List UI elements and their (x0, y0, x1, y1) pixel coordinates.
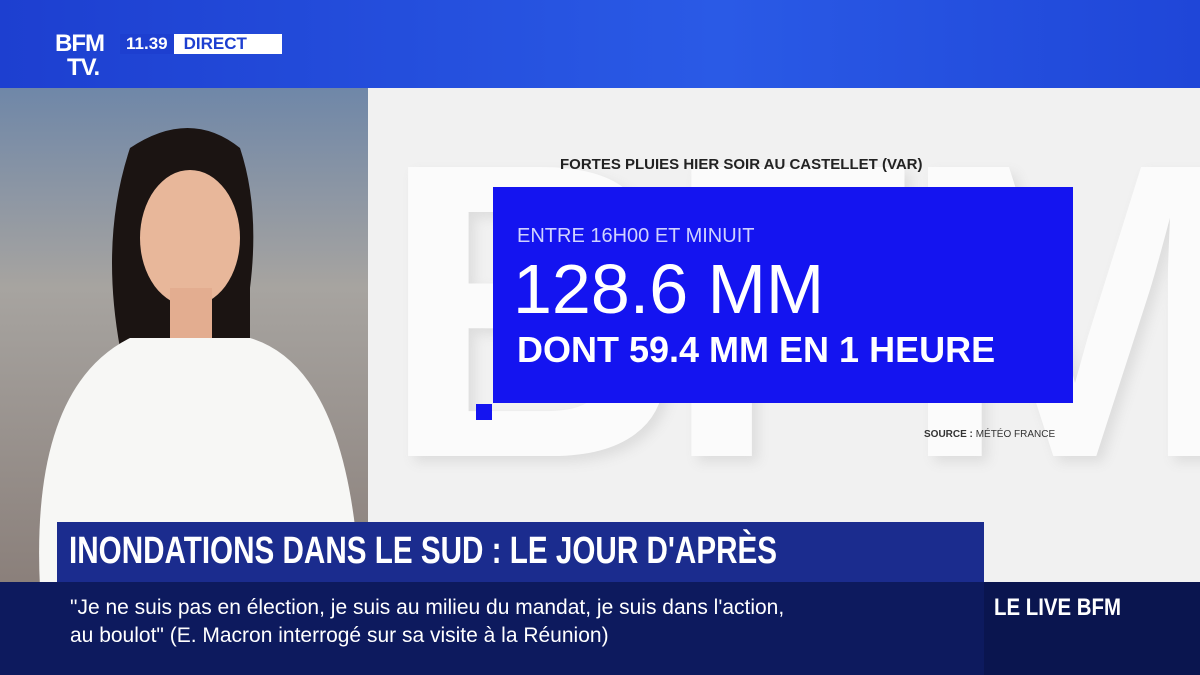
ticker-text: "Je ne suis pas en élection, je suis au … (70, 594, 784, 650)
time: 11.39 (120, 34, 174, 54)
graphic-title: FORTES PLUIES HIER SOIR AU CASTELLET (VA… (560, 156, 923, 173)
brand: LE LIVE BFM (994, 594, 1121, 621)
total: 128.6 MM (513, 250, 825, 328)
headline-bar: INONDATIONS DANS LE SUD : LE JOUR D'APRÈ… (57, 522, 984, 582)
logo-line: BFM (55, 30, 105, 57)
source-name: MÉTÉO FRANCE (975, 429, 1056, 440)
source-label: SOURCE : (924, 429, 973, 440)
logo: BFM TV. (55, 30, 105, 81)
box-accent (476, 404, 492, 420)
presenter (39, 128, 360, 588)
status-bar: 11.39 DIRECT (120, 34, 282, 54)
detail: DONT 59.4 MM EN 1 HEURE (517, 329, 996, 370)
headline: INONDATIONS DANS LE SUD : LE JOUR D'APRÈ… (69, 530, 778, 572)
logo-line: TV. (67, 54, 100, 81)
period: ENTRE 16H00 ET MINUIT (517, 225, 755, 247)
source: SOURCE : MÉTÉO FRANCE (924, 429, 1055, 440)
ticker-line: "Je ne suis pas en élection, je suis au … (70, 596, 785, 619)
ticker-line: au boulot" (E. Macron interrogé sur sa v… (70, 624, 609, 647)
info-box: ENTRE 16H00 ET MINUIT 128.6 MM DONT 59.4… (493, 187, 1073, 403)
live-label: DIRECT (183, 34, 247, 53)
brand-box: LE LIVE BFM (984, 582, 1200, 675)
